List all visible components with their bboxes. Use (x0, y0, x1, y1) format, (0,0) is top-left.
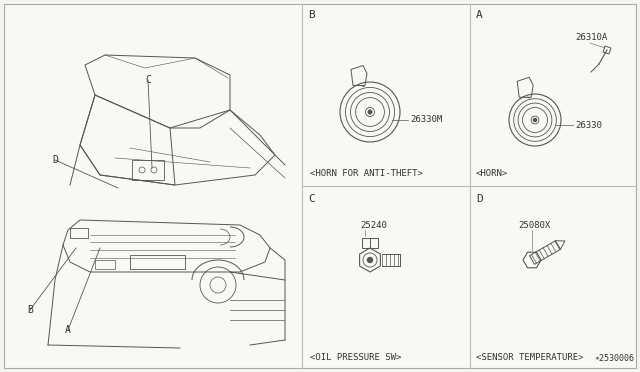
Bar (95, 260, 115, 269)
Text: C: C (145, 75, 151, 85)
Bar (70, 228, 88, 238)
Text: <OIL PRESSURE SW>: <OIL PRESSURE SW> (310, 353, 401, 362)
Text: A: A (65, 325, 71, 335)
Text: C: C (308, 194, 315, 204)
Bar (132, 160, 164, 180)
Bar (130, 255, 185, 269)
Text: <SENSOR TEMPERATURE>: <SENSOR TEMPERATURE> (476, 353, 584, 362)
Text: 26310A: 26310A (575, 33, 607, 42)
Bar (362, 238, 378, 248)
Text: 26330: 26330 (575, 121, 602, 129)
Text: B: B (308, 10, 315, 20)
Text: <HORN>: <HORN> (476, 169, 508, 178)
Text: A: A (476, 10, 483, 20)
Text: <HORN FOR ANTI-THEFT>: <HORN FOR ANTI-THEFT> (310, 169, 423, 178)
Circle shape (368, 110, 372, 114)
Text: ∗2530006: ∗2530006 (594, 354, 634, 363)
Circle shape (367, 257, 372, 263)
Text: 26330M: 26330M (410, 115, 442, 125)
Text: D: D (52, 155, 58, 165)
Circle shape (534, 118, 536, 122)
Text: 25240: 25240 (360, 221, 387, 230)
Text: 25080X: 25080X (518, 221, 550, 230)
Text: D: D (476, 194, 483, 204)
Text: B: B (27, 305, 33, 315)
